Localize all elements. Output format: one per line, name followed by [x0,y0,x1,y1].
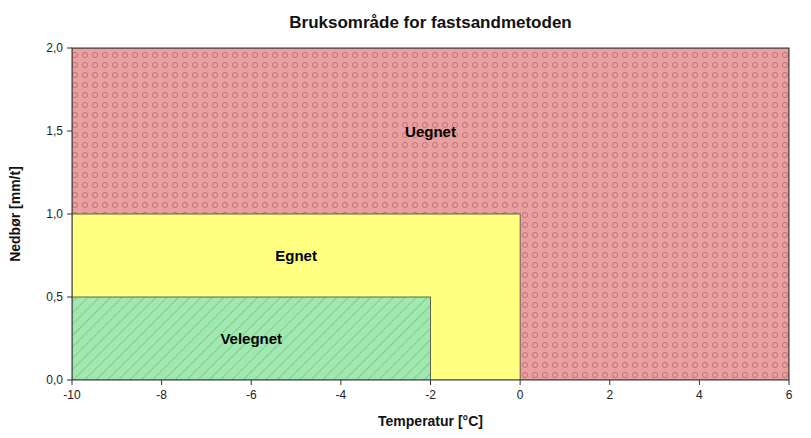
y-tick-label: 0,0 [46,373,63,387]
x-tick [520,380,521,385]
region [72,214,520,380]
x-tick-label: -4 [336,388,347,402]
region-hatch [72,297,431,380]
x-tick-label: 2 [606,388,613,402]
y-tick-label: 0,5 [46,290,63,304]
y-tick-label: 2,0 [46,41,63,55]
x-tick-label: 4 [696,388,703,402]
y-axis-label: Nedbør [mm/t] [7,166,23,262]
y-tick [67,214,72,215]
x-tick-label: -10 [63,388,81,402]
x-tick [699,380,700,385]
region [72,48,789,380]
y-tick [67,48,72,49]
chart: Uegnet Egnet Velegnet -10 -8 -6 -4 -2 0 2 4 6 0,0 0,5… [0,0,811,438]
x-tick-label: -2 [425,388,436,402]
x-tick [789,380,790,385]
x-axis-label: Temperatur [°C] [378,413,483,429]
region-label: Velegnet [220,330,282,347]
plot-frame [72,48,789,380]
x-tick [251,380,252,385]
y-tick [67,380,72,381]
y-tick-label: 1,5 [46,124,63,138]
x-tick-label: 6 [786,388,793,402]
x-tick-label: -6 [246,388,257,402]
region-label: Egnet [275,247,317,264]
region [72,297,431,380]
y-tick [67,297,72,298]
x-tick [161,380,162,385]
x-tick [72,380,73,385]
region-label: Uegnet [405,123,456,140]
x-tick-label: -8 [156,388,167,402]
y-tick [67,131,72,132]
x-tick [609,380,610,385]
x-tick [340,380,341,385]
regions [72,48,789,380]
title: Bruksområde for fastsandmetoden [289,13,571,32]
x-tick-label: 0 [517,388,524,402]
x-tick [430,380,431,385]
y-tick-label: 1,0 [46,207,63,221]
region-hatch [72,48,789,380]
